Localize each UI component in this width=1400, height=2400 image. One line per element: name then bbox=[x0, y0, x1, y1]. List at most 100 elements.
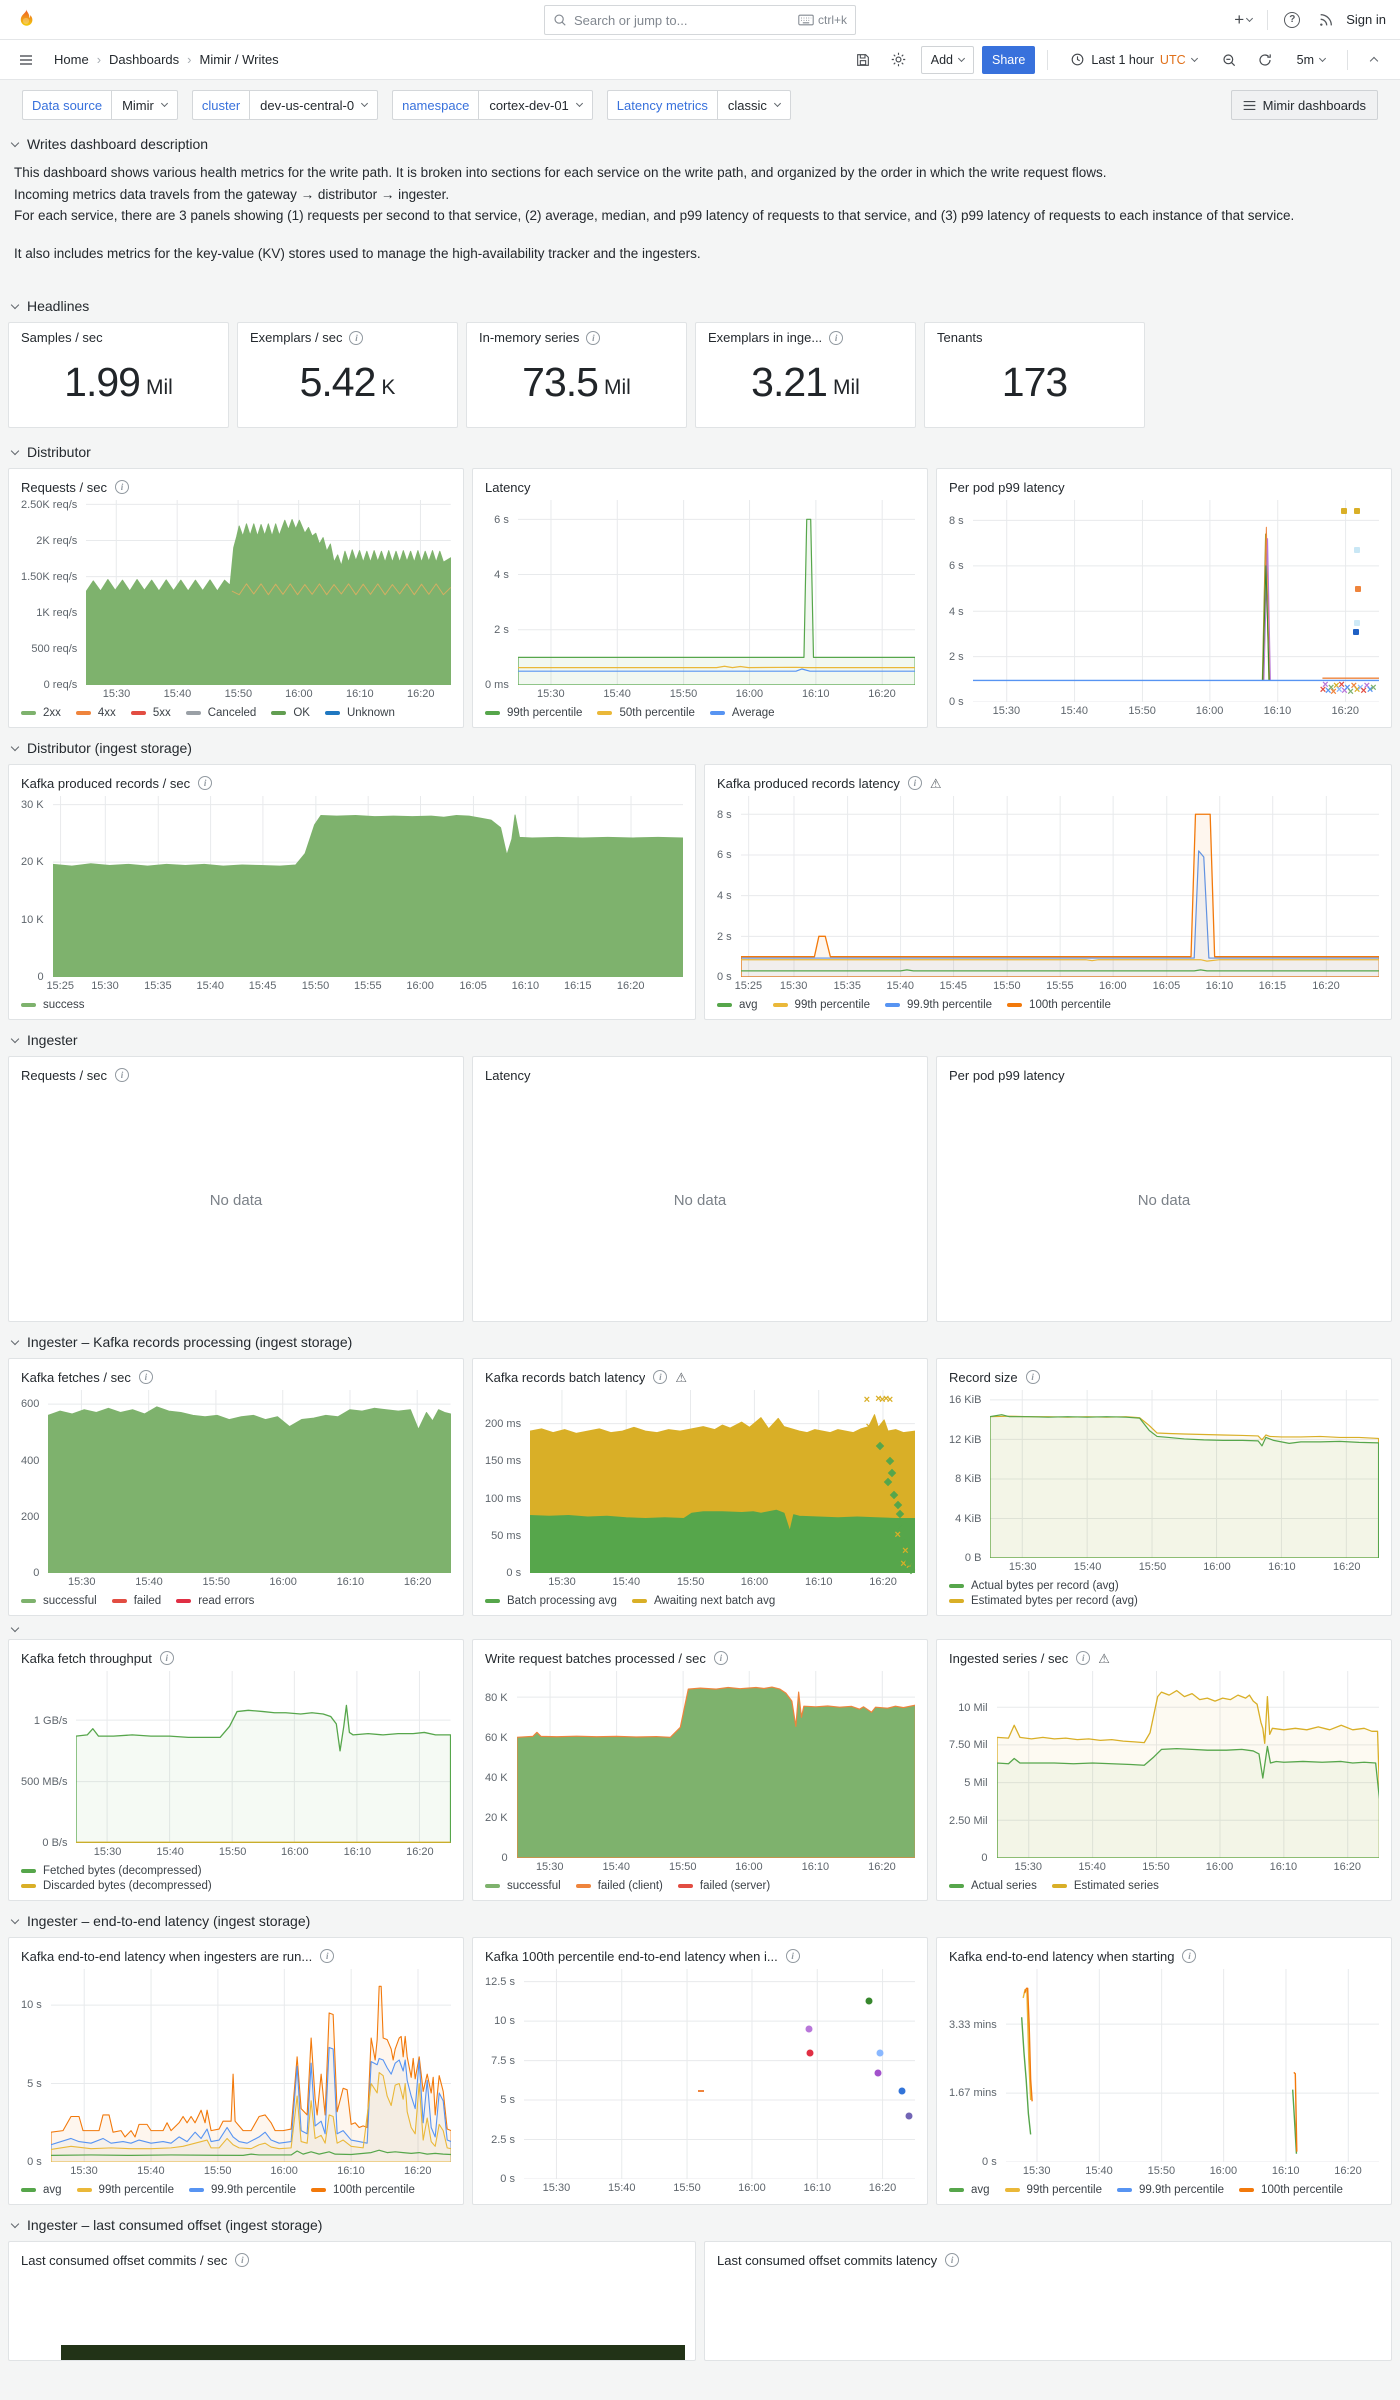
panel-title[interactable]: Write request batches processed / sec bbox=[485, 1650, 706, 1666]
section-ingester-last-offset[interactable]: Ingester – last consumed offset (ingest … bbox=[8, 2207, 1392, 2241]
legend-item[interactable]: 99th percentile bbox=[1004, 2184, 1102, 2196]
info-icon[interactable] bbox=[907, 776, 922, 791]
menu-toggle-button[interactable] bbox=[12, 46, 40, 74]
panel-title[interactable]: Requests / sec bbox=[21, 479, 107, 495]
panel-title[interactable]: Ingested series / sec bbox=[949, 1650, 1069, 1666]
news-button[interactable] bbox=[1312, 6, 1340, 34]
warning-icon[interactable] bbox=[675, 1371, 687, 1384]
info-icon[interactable] bbox=[829, 330, 844, 345]
info-icon[interactable] bbox=[115, 1068, 129, 1083]
var-namespace-select[interactable]: cortex-dev-01 bbox=[478, 90, 593, 120]
legend-item[interactable]: Estimated bytes per record (avg) bbox=[949, 1595, 1138, 1607]
panel-title[interactable]: Kafka produced records / sec bbox=[21, 775, 191, 791]
legend-item[interactable]: Awaiting next batch avg bbox=[631, 1595, 775, 1607]
legend-item[interactable]: Actual series bbox=[949, 1880, 1037, 1892]
legend-item[interactable]: 99th percentile bbox=[485, 707, 582, 719]
info-icon[interactable] bbox=[320, 1949, 335, 1964]
breadcrumb-dashboards[interactable]: Dashboards bbox=[109, 52, 180, 67]
panel-title[interactable]: Per pod p99 latency bbox=[949, 1067, 1065, 1083]
legend-item[interactable]: avg bbox=[717, 999, 758, 1011]
panel-title[interactable]: Last consumed offset commits latency bbox=[717, 2252, 938, 2268]
refresh-interval-picker[interactable]: 5m bbox=[1286, 45, 1335, 74]
add-new-button[interactable] bbox=[1229, 6, 1257, 34]
stat-title[interactable]: Exemplars / sec bbox=[250, 330, 343, 346]
legend-item[interactable]: 99th percentile bbox=[76, 2184, 174, 2196]
warning-icon[interactable] bbox=[1098, 1652, 1110, 1665]
legend-item[interactable]: failed bbox=[111, 1595, 161, 1607]
section-distributor[interactable]: Distributor bbox=[8, 434, 1392, 468]
legend-item[interactable]: 99.9th percentile bbox=[189, 2184, 296, 2196]
legend-item[interactable]: 100th percentile bbox=[1239, 2184, 1343, 2196]
settings-button[interactable] bbox=[885, 46, 913, 74]
panel-title[interactable]: Per pod p99 latency bbox=[949, 479, 1065, 495]
section-ingester[interactable]: Ingester bbox=[8, 1022, 1392, 1056]
info-icon[interactable] bbox=[159, 1651, 174, 1666]
panel-title[interactable]: Kafka fetch throughput bbox=[21, 1650, 152, 1666]
share-button[interactable]: Share bbox=[982, 45, 1036, 74]
collapse-toolbar-button[interactable] bbox=[1360, 46, 1388, 74]
search-input[interactable]: Search or jump to... ctrl+k bbox=[544, 5, 856, 35]
legend-item[interactable]: 4xx bbox=[75, 707, 116, 719]
legend-item[interactable]: success bbox=[21, 999, 85, 1011]
legend-item[interactable]: Average bbox=[709, 707, 775, 719]
legend-item[interactable]: read errors bbox=[176, 1595, 254, 1607]
panel-title[interactable]: Kafka 100th percentile end-to-end latenc… bbox=[485, 1948, 778, 1964]
panel-title[interactable]: Kafka end-to-end latency when starting bbox=[949, 1948, 1175, 1964]
info-icon[interactable] bbox=[713, 1651, 728, 1666]
legend-item[interactable]: Batch processing avg bbox=[485, 1595, 617, 1607]
info-icon[interactable] bbox=[653, 1370, 668, 1385]
breadcrumb-home[interactable]: Home bbox=[54, 52, 89, 67]
panel-title[interactable]: Record size bbox=[949, 1369, 1018, 1385]
legend-item[interactable]: successful bbox=[485, 1880, 561, 1892]
zoom-out-button[interactable] bbox=[1215, 46, 1243, 74]
stat-title[interactable]: Samples / sec bbox=[21, 330, 103, 346]
panel-title[interactable]: Kafka fetches / sec bbox=[21, 1369, 131, 1385]
panel-title[interactable]: Last consumed offset commits / sec bbox=[21, 2252, 228, 2268]
legend-item[interactable]: 100th percentile bbox=[1007, 999, 1111, 1011]
stat-title[interactable]: Tenants bbox=[937, 330, 983, 346]
section-untitled[interactable] bbox=[8, 1618, 1392, 1639]
legend-item[interactable]: OK bbox=[271, 707, 310, 719]
legend-item[interactable]: avg bbox=[21, 2184, 62, 2196]
var-latency-metrics-select[interactable]: classic bbox=[716, 90, 791, 120]
legend-item[interactable]: Fetched bytes (decompressed) bbox=[21, 1865, 202, 1877]
legend-item[interactable]: 99.9th percentile bbox=[1117, 2184, 1224, 2196]
legend-item[interactable]: failed (client) bbox=[575, 1880, 663, 1892]
legend-item[interactable]: 2xx bbox=[21, 707, 61, 719]
legend-item[interactable]: 5xx bbox=[130, 707, 171, 719]
mimir-dashboards-button[interactable]: Mimir dashboards bbox=[1230, 90, 1378, 120]
grafana-logo[interactable] bbox=[14, 8, 38, 32]
info-icon[interactable] bbox=[349, 330, 364, 345]
section-distributor-ingest-storage[interactable]: Distributor (ingest storage) bbox=[8, 730, 1392, 764]
panel-title[interactable]: Requests / sec bbox=[21, 1067, 107, 1083]
info-icon[interactable] bbox=[1025, 1370, 1040, 1385]
info-icon[interactable] bbox=[138, 1370, 153, 1385]
panel-title[interactable]: Kafka end-to-end latency when ingesters … bbox=[21, 1948, 313, 1964]
var-cluster-select[interactable]: dev-us-central-0 bbox=[249, 90, 379, 120]
panel-title[interactable]: Kafka records batch latency bbox=[485, 1369, 646, 1385]
section-ingester-kafka-processing[interactable]: Ingester – Kafka records processing (ing… bbox=[8, 1324, 1392, 1358]
info-icon[interactable] bbox=[1076, 1651, 1091, 1666]
sign-in-button[interactable]: Sign in bbox=[1346, 12, 1386, 27]
legend-item[interactable]: 99.9th percentile bbox=[885, 999, 992, 1011]
stat-title[interactable]: In-memory series bbox=[479, 330, 580, 346]
panel-title[interactable]: Latency bbox=[485, 479, 531, 495]
legend-item[interactable]: 100th percentile bbox=[311, 2184, 415, 2196]
refresh-button[interactable] bbox=[1251, 46, 1279, 74]
help-button[interactable] bbox=[1278, 6, 1306, 34]
legend-item[interactable]: avg bbox=[949, 2184, 990, 2196]
time-range-picker[interactable]: Last 1 hour UTC bbox=[1060, 45, 1207, 74]
info-icon[interactable] bbox=[945, 2253, 960, 2268]
legend-item[interactable]: successful bbox=[21, 1595, 97, 1607]
legend-item[interactable]: Discarded bytes (decompressed) bbox=[21, 1880, 212, 1892]
legend-item[interactable]: failed (server) bbox=[677, 1880, 770, 1892]
legend-item[interactable]: Actual bytes per record (avg) bbox=[949, 1580, 1119, 1592]
info-icon[interactable] bbox=[115, 480, 129, 495]
stat-title[interactable]: Exemplars in inge... bbox=[708, 330, 823, 346]
legend-item[interactable]: 50th percentile bbox=[597, 707, 695, 719]
panel-title[interactable]: Latency bbox=[485, 1067, 531, 1083]
info-icon[interactable] bbox=[586, 330, 601, 345]
save-dashboard-button[interactable] bbox=[849, 46, 877, 74]
panel-title[interactable]: Kafka produced records latency bbox=[717, 775, 900, 791]
legend-item[interactable]: 99th percentile bbox=[772, 999, 870, 1011]
